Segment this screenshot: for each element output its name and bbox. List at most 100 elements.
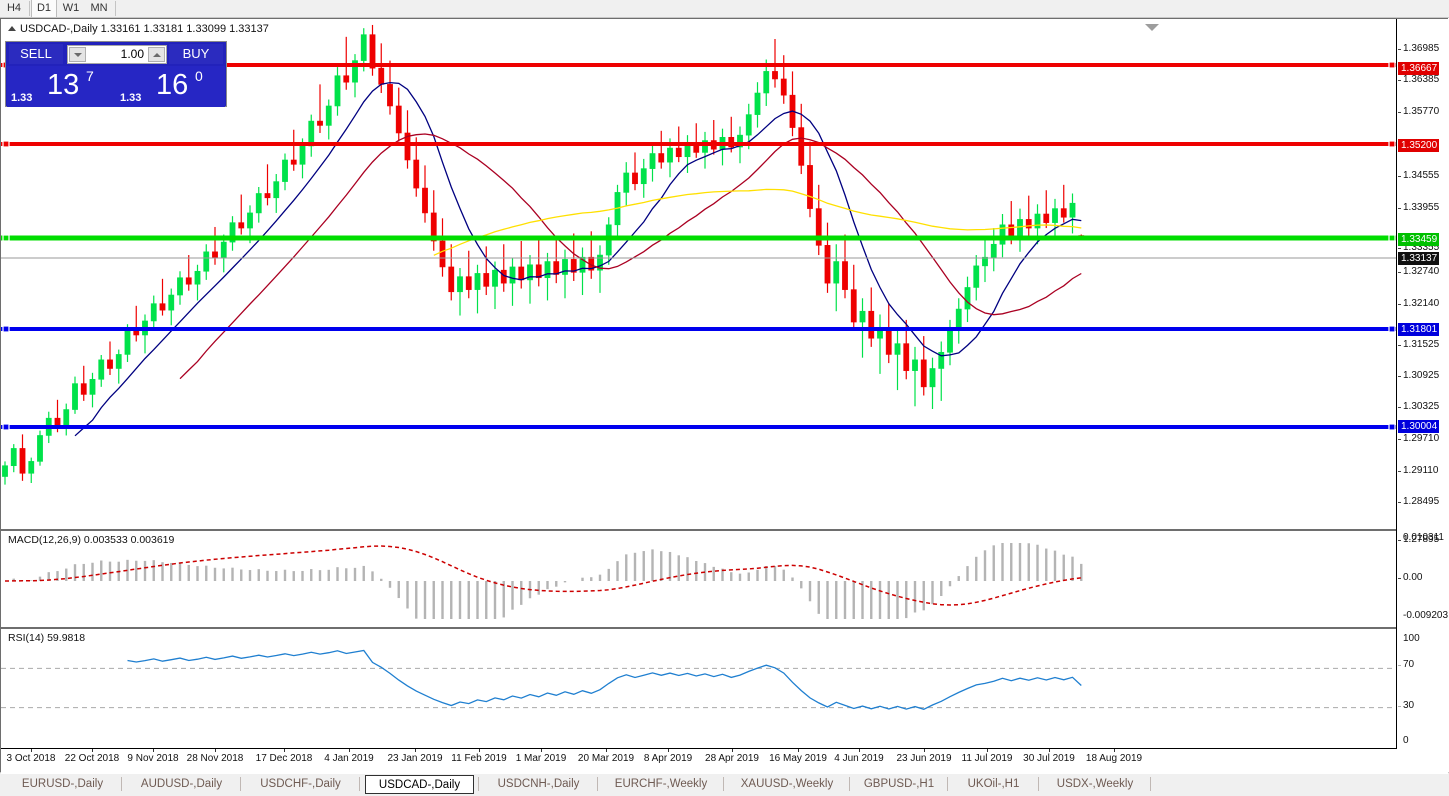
buy-price-prefix: 1.33 [120, 92, 142, 104]
tab-divider [359, 777, 360, 791]
rsi-tick-mark [1398, 706, 1401, 707]
tab-divider [240, 777, 241, 791]
price-level-label-green[interactable]: 1.33459 [1398, 233, 1440, 246]
date-tick-mark [798, 749, 799, 752]
date-tick-mark [479, 749, 480, 752]
price-tick-label: 1.31525 [1403, 339, 1440, 350]
date-tick-mark [668, 749, 669, 752]
price-tick-mark [1398, 248, 1401, 249]
timeframe-w1[interactable]: W1 [62, 2, 80, 14]
rsi-panel-separator [1, 627, 1397, 629]
sell-price-prefix: 1.33 [11, 92, 33, 104]
date-tick-label: 4 Jan 2019 [324, 753, 374, 764]
price-tick-label: 1.27895 [1403, 534, 1440, 545]
buy-price-fraction: 0 [195, 68, 203, 84]
price-tick-mark [1398, 176, 1401, 177]
chevron-down-icon [74, 53, 82, 57]
date-tick-mark [92, 749, 93, 752]
date-tick-mark [1049, 749, 1050, 752]
timeframe-bar: H4 D1 W1 MN [0, 0, 1449, 18]
chart-tab-usdcad[interactable]: USDCAD-,Daily [365, 775, 474, 794]
sell-quote[interactable]: 1.33 13 7 [7, 66, 117, 107]
price-level-label-black[interactable]: 1.33137 [1398, 252, 1440, 265]
chart-tab-audusd[interactable]: AUDUSD-,Daily [140, 778, 223, 790]
date-axis[interactable]: 3 Oct 2018 22 Oct 2018 9 Nov 2018 28 Nov 20… [1, 748, 1397, 774]
tab-divider [597, 777, 598, 791]
date-tick-label: 4 Jun 2019 [834, 753, 884, 764]
date-tick-mark [924, 749, 925, 752]
buy-quote[interactable]: 1.33 16 0 [116, 66, 225, 107]
price-tick-label: 1.32140 [1403, 298, 1440, 309]
candlestick-series [2, 24, 1085, 485]
price-tick-mark [1398, 471, 1401, 472]
date-tick-label: 17 Dec 2018 [255, 753, 313, 764]
date-tick-mark [1114, 749, 1115, 752]
date-tick-label: 11 Feb 2019 [451, 753, 507, 764]
price-tick-label: 1.33955 [1403, 202, 1440, 213]
date-tick-mark [859, 749, 860, 752]
macd-tick-mark [1398, 578, 1401, 579]
price-tick-label: 1.29110 [1403, 465, 1439, 476]
price-tick-label: 1.30325 [1403, 401, 1440, 412]
macd-plot [4, 543, 1083, 619]
chart-tab-eurusd[interactable]: EURUSD-,Daily [21, 778, 104, 790]
timeframe-mn[interactable]: MN [90, 2, 108, 14]
macd-caption: MACD(12,26,9) 0.003533 0.003619 [8, 534, 175, 546]
price-tick-mark [1398, 439, 1401, 440]
symbol-ohlc-caption: USDCAD-,Daily 1.33161 1.33181 1.33099 1.… [8, 23, 269, 35]
date-tick-mark [606, 749, 607, 752]
price-tick-label: 1.33355 [1403, 242, 1440, 253]
volume-decrease-button[interactable] [69, 47, 86, 62]
price-tick-mark [1398, 345, 1401, 346]
date-tick-label: 9 Nov 2018 [127, 753, 179, 764]
chart-tab-eurchf[interactable]: EURCHF-,Weekly [614, 778, 708, 790]
symbol-ohlc-text: USDCAD-,Daily 1.33161 1.33181 1.33099 1.… [20, 23, 269, 35]
chart-tab-usdchf[interactable]: USDCHF-,Daily [260, 778, 341, 790]
macd-signal-line [4, 545, 1082, 606]
sell-button[interactable]: SELL [9, 44, 63, 64]
buy-button[interactable]: BUY [169, 44, 223, 64]
date-tick-mark [349, 749, 350, 752]
tab-divider [1150, 777, 1151, 791]
rsi-line [127, 649, 1082, 710]
rsi-axis-label: 100 [1403, 633, 1420, 644]
macd-axis-label: 0.010311 [1403, 532, 1444, 543]
price-level-label-blue[interactable]: 1.30004 [1398, 420, 1440, 433]
price-axis[interactable]: 1.36985 1.36385 1.35770 1.34555 1.33955 1.333… [1396, 19, 1448, 774]
price-tick-mark [1398, 49, 1401, 50]
tab-divider [947, 777, 948, 791]
collapse-triangle-icon[interactable] [8, 25, 16, 31]
price-tick-label: 1.35770 [1403, 106, 1440, 117]
chart-tab-bar: EURUSD-,Daily AUDUSD-,Daily USDCHF-,Daily U… [0, 772, 1449, 796]
price-level-label-blue[interactable]: 1.31801 [1398, 323, 1440, 336]
volume-increase-button[interactable] [148, 47, 165, 62]
scroll-marker-icon[interactable] [1145, 24, 1159, 31]
chart-tab-usdcnh[interactable]: USDCNH-,Daily [497, 778, 580, 790]
price-tick-label: 1.36985 [1403, 43, 1440, 54]
price-plot [2, 24, 1085, 485]
date-tick-label: 1 Mar 2019 [515, 753, 567, 764]
price-tick-mark [1398, 540, 1401, 541]
volume-input[interactable]: 1.00 [67, 45, 167, 64]
chart-tab-gbpusd[interactable]: GBPUSD-,H1 [863, 778, 935, 790]
ma-mid-line [179, 133, 1082, 380]
chart-tab-xauusd[interactable]: XAUUSD-,Weekly [740, 778, 834, 790]
timeframe-h4[interactable]: H4 [6, 2, 22, 14]
tab-divider [849, 777, 850, 791]
rsi-caption: RSI(14) 59.9818 [8, 632, 86, 644]
tab-divider [1038, 777, 1039, 791]
chart-tab-usdx[interactable]: USDX-,Weekly [1056, 778, 1134, 790]
timeframe-d1[interactable]: D1 [31, 0, 57, 17]
one-click-trade-panel[interactable]: SELL 1.00 BUY 1.33 13 7 1.33 16 0 [5, 41, 227, 107]
date-tick-label: 3 Oct 2018 [6, 753, 56, 764]
tab-divider [723, 777, 724, 791]
chart-tab-ukoil[interactable]: UKOil-,H1 [967, 778, 1020, 790]
date-tick-label: 28 Apr 2019 [705, 753, 759, 764]
macd-histogram [12, 543, 1083, 619]
date-tick-label: 11 Jul 2019 [961, 753, 1013, 764]
price-tick-mark [1398, 208, 1401, 209]
price-tick-label: 1.28495 [1403, 496, 1440, 507]
price-level-label-red[interactable]: 1.35200 [1398, 139, 1440, 152]
timeframe-divider [29, 1, 30, 16]
price-level-label-red[interactable]: 1.36667 [1398, 62, 1440, 75]
